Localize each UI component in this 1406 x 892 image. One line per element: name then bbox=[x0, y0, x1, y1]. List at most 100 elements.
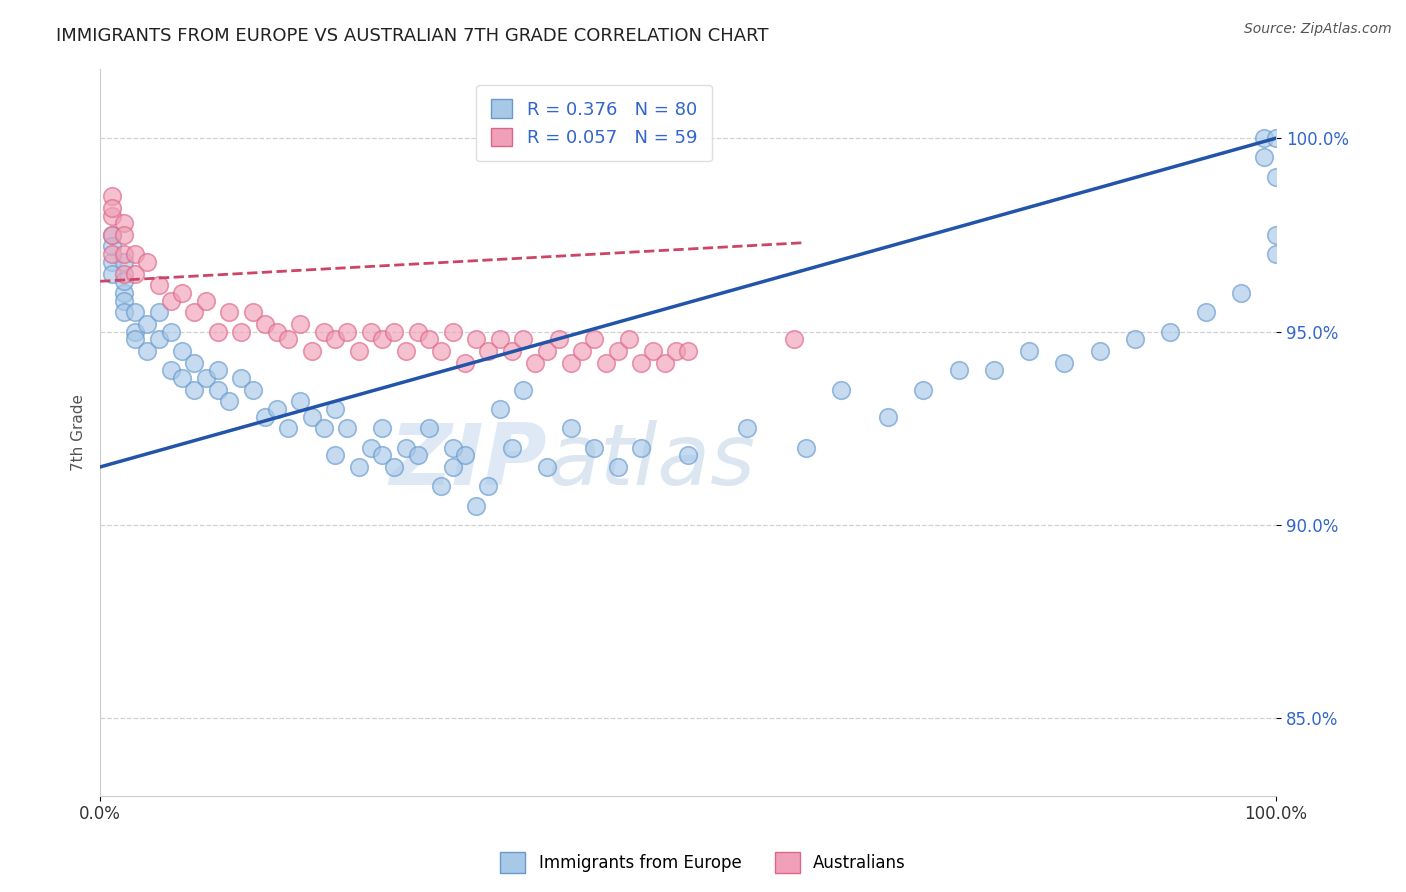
Point bbox=[630, 355, 652, 369]
Point bbox=[512, 332, 534, 346]
Point bbox=[1265, 131, 1288, 145]
Point bbox=[524, 355, 547, 369]
Point bbox=[465, 499, 488, 513]
Point bbox=[1123, 332, 1146, 346]
Point bbox=[159, 363, 181, 377]
Point bbox=[783, 332, 806, 346]
Point bbox=[101, 239, 124, 253]
Point bbox=[983, 363, 1005, 377]
Point bbox=[288, 394, 311, 409]
Point bbox=[112, 274, 135, 288]
Point bbox=[395, 441, 418, 455]
Point bbox=[148, 278, 170, 293]
Point bbox=[418, 421, 440, 435]
Point bbox=[1230, 285, 1253, 300]
Point bbox=[207, 363, 229, 377]
Point bbox=[101, 201, 124, 215]
Point bbox=[948, 363, 970, 377]
Point bbox=[101, 255, 124, 269]
Point bbox=[336, 421, 359, 435]
Point bbox=[641, 343, 664, 358]
Point bbox=[571, 343, 593, 358]
Point bbox=[441, 459, 464, 474]
Point bbox=[124, 332, 146, 346]
Point bbox=[735, 421, 758, 435]
Point bbox=[242, 305, 264, 319]
Point bbox=[148, 305, 170, 319]
Point bbox=[159, 293, 181, 308]
Point bbox=[382, 459, 405, 474]
Point bbox=[371, 421, 394, 435]
Point bbox=[194, 293, 217, 308]
Point bbox=[172, 343, 194, 358]
Point bbox=[112, 305, 135, 319]
Point bbox=[112, 247, 135, 261]
Point bbox=[465, 332, 488, 346]
Point bbox=[112, 227, 135, 242]
Text: IMMIGRANTS FROM EUROPE VS AUSTRALIAN 7TH GRADE CORRELATION CHART: IMMIGRANTS FROM EUROPE VS AUSTRALIAN 7TH… bbox=[56, 27, 769, 45]
Point bbox=[148, 332, 170, 346]
Point bbox=[194, 371, 217, 385]
Point bbox=[536, 459, 558, 474]
Point bbox=[654, 355, 676, 369]
Point bbox=[630, 441, 652, 455]
Point bbox=[406, 448, 429, 462]
Point bbox=[101, 247, 124, 261]
Text: ZIP: ZIP bbox=[389, 420, 547, 503]
Point bbox=[360, 325, 382, 339]
Point bbox=[536, 343, 558, 358]
Point bbox=[124, 305, 146, 319]
Point bbox=[347, 343, 370, 358]
Point bbox=[547, 332, 569, 346]
Point bbox=[1265, 227, 1288, 242]
Point bbox=[112, 255, 135, 269]
Point bbox=[112, 293, 135, 308]
Point bbox=[172, 371, 194, 385]
Point bbox=[112, 285, 135, 300]
Point bbox=[560, 421, 582, 435]
Point bbox=[183, 305, 205, 319]
Point bbox=[266, 325, 288, 339]
Point bbox=[1253, 131, 1275, 145]
Point bbox=[218, 305, 240, 319]
Point bbox=[430, 343, 453, 358]
Legend: Immigrants from Europe, Australians: Immigrants from Europe, Australians bbox=[494, 846, 912, 880]
Point bbox=[501, 441, 523, 455]
Point bbox=[560, 355, 582, 369]
Point bbox=[101, 189, 124, 203]
Point bbox=[231, 371, 253, 385]
Point bbox=[453, 355, 475, 369]
Point bbox=[453, 448, 475, 462]
Point bbox=[418, 332, 440, 346]
Point bbox=[1053, 355, 1076, 369]
Point bbox=[489, 332, 512, 346]
Point bbox=[477, 343, 499, 358]
Point bbox=[595, 355, 617, 369]
Point bbox=[124, 267, 146, 281]
Point bbox=[794, 441, 817, 455]
Point bbox=[1018, 343, 1040, 358]
Point bbox=[877, 409, 900, 424]
Point bbox=[606, 343, 628, 358]
Point bbox=[312, 325, 335, 339]
Point bbox=[231, 325, 253, 339]
Point bbox=[312, 421, 335, 435]
Point bbox=[441, 325, 464, 339]
Point bbox=[1159, 325, 1181, 339]
Point bbox=[136, 317, 159, 331]
Point bbox=[676, 343, 699, 358]
Point bbox=[112, 267, 135, 281]
Point bbox=[1253, 151, 1275, 165]
Point bbox=[382, 325, 405, 339]
Point bbox=[441, 441, 464, 455]
Point bbox=[347, 459, 370, 474]
Point bbox=[406, 325, 429, 339]
Point bbox=[266, 401, 288, 416]
Point bbox=[512, 383, 534, 397]
Point bbox=[207, 383, 229, 397]
Point bbox=[183, 355, 205, 369]
Point bbox=[430, 479, 453, 493]
Point bbox=[501, 343, 523, 358]
Point bbox=[583, 441, 606, 455]
Point bbox=[277, 421, 299, 435]
